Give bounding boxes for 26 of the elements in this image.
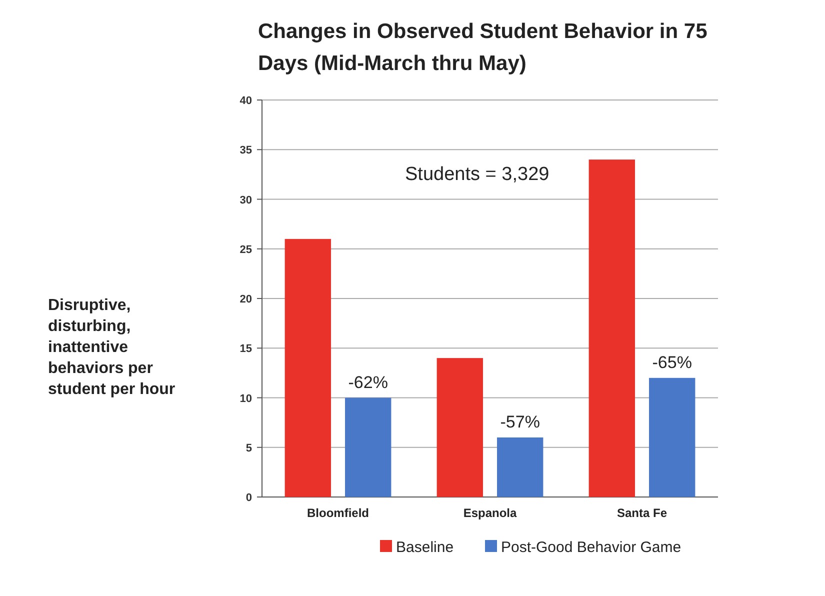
y-tick-label: 0 [246, 492, 252, 504]
bar [649, 378, 696, 497]
legend-label: Post-Good Behavior Game [501, 539, 682, 556]
bar [345, 398, 392, 497]
y-tick-label: 15 [240, 343, 252, 356]
y-tick-label: 30 [240, 194, 252, 206]
bar [284, 238, 331, 497]
x-tick-label: Santa Fe [616, 506, 668, 520]
annotation: -65% [652, 352, 692, 372]
y-tick-label: 35 [240, 144, 252, 157]
bar [588, 160, 635, 497]
y-tick-label: 5 [246, 442, 252, 454]
annotation: -62% [348, 372, 388, 392]
legend-label: Baseline [396, 539, 454, 556]
bar [497, 437, 544, 497]
y-tick-label: 20 [240, 294, 252, 306]
chart-title: Changes in Observed Student Behavior in 75 Days (Mid-March thru May) [258, 20, 708, 75]
y-axis-title: Disruptive, disturbing, inattentive behaviors per student per hour [48, 297, 176, 398]
y-tick-label: 40 [240, 95, 252, 107]
y-tick-label: 25 [240, 244, 252, 256]
y-tick-label: 10 [240, 392, 252, 405]
x-tick-label: Espanola [463, 506, 517, 520]
bar [436, 358, 483, 497]
annotation: -57% [500, 412, 540, 432]
x-tick-label: Bloomfield [307, 506, 369, 520]
annotation: Students = 3,329 [405, 164, 550, 185]
